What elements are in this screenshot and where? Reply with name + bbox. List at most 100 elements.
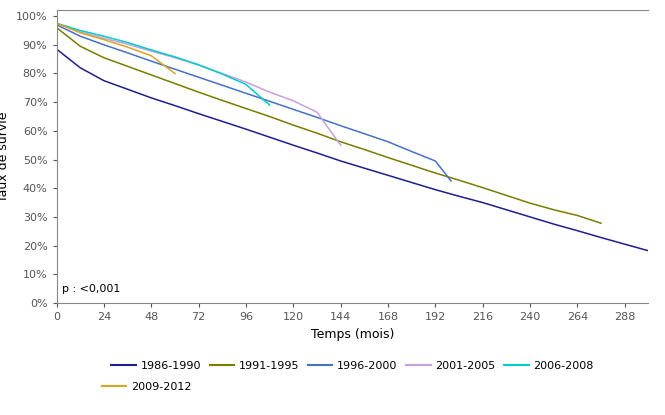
1991-1995 bbox=[242, 106, 250, 111]
2009-2012 bbox=[100, 37, 108, 42]
2006-2008 bbox=[53, 21, 61, 26]
Line: 2006-2008: 2006-2008 bbox=[57, 23, 269, 105]
2001-2005 bbox=[147, 49, 155, 54]
2001-2005 bbox=[242, 80, 250, 85]
1996-2000 bbox=[242, 91, 250, 96]
1986-1990 bbox=[313, 151, 321, 156]
1986-1990 bbox=[550, 222, 558, 227]
1986-1990 bbox=[408, 180, 416, 185]
1991-1995 bbox=[408, 163, 416, 168]
1991-1995 bbox=[336, 139, 344, 144]
2006-2008 bbox=[124, 40, 132, 45]
Line: 2009-2012: 2009-2012 bbox=[57, 23, 175, 73]
1991-1995 bbox=[100, 55, 108, 60]
2001-2005 bbox=[100, 36, 108, 41]
2009-2012 bbox=[124, 44, 132, 49]
1996-2000 bbox=[76, 34, 84, 39]
1991-1995 bbox=[124, 64, 132, 69]
Line: 1996-2000: 1996-2000 bbox=[57, 25, 451, 181]
1986-1990 bbox=[360, 166, 368, 171]
1991-1995 bbox=[432, 171, 440, 176]
1996-2000 bbox=[100, 42, 108, 47]
1996-2000 bbox=[147, 59, 155, 63]
1986-1990 bbox=[502, 207, 510, 212]
Line: 2001-2005: 2001-2005 bbox=[57, 23, 340, 145]
Text: p : <0,001: p : <0,001 bbox=[63, 284, 121, 294]
2001-2005 bbox=[195, 62, 203, 67]
1986-1990 bbox=[455, 194, 463, 199]
1991-1995 bbox=[526, 200, 534, 205]
1996-2000 bbox=[360, 131, 368, 136]
1996-2000 bbox=[289, 107, 297, 112]
1991-1995 bbox=[384, 155, 392, 160]
2001-2005 bbox=[218, 71, 226, 76]
1986-1990 bbox=[384, 173, 392, 178]
2001-2005 bbox=[265, 90, 273, 95]
2009-2012 bbox=[171, 71, 179, 76]
1991-1995 bbox=[313, 131, 321, 136]
1986-1990 bbox=[53, 46, 61, 51]
Line: 1991-1995: 1991-1995 bbox=[57, 27, 601, 223]
1996-2000 bbox=[195, 75, 203, 80]
1991-1995 bbox=[573, 213, 581, 218]
1991-1995 bbox=[597, 221, 605, 226]
1986-1990 bbox=[100, 78, 108, 83]
1996-2000 bbox=[265, 99, 273, 104]
Y-axis label: Taux de survie: Taux de survie bbox=[0, 111, 11, 202]
1991-1995 bbox=[195, 90, 203, 95]
1991-1995 bbox=[550, 207, 558, 212]
Line: 1986-1990: 1986-1990 bbox=[57, 49, 648, 251]
1986-1990 bbox=[644, 248, 652, 253]
2001-2005 bbox=[289, 98, 297, 103]
2001-2005 bbox=[76, 29, 84, 34]
1996-2000 bbox=[336, 123, 344, 128]
X-axis label: Temps (mois): Temps (mois) bbox=[311, 327, 394, 341]
1991-1995 bbox=[502, 193, 510, 198]
2001-2005 bbox=[336, 143, 344, 148]
1991-1995 bbox=[218, 98, 226, 103]
Legend: 2009-2012: 2009-2012 bbox=[98, 377, 196, 396]
1991-1995 bbox=[479, 185, 487, 190]
2006-2008 bbox=[171, 54, 179, 59]
1986-1990 bbox=[124, 87, 132, 92]
2006-2008 bbox=[218, 71, 226, 76]
2006-2008 bbox=[265, 103, 273, 107]
1991-1995 bbox=[265, 114, 273, 119]
2009-2012 bbox=[147, 53, 155, 58]
1986-1990 bbox=[195, 111, 203, 116]
1996-2000 bbox=[53, 22, 61, 27]
1996-2000 bbox=[408, 149, 416, 154]
2006-2008 bbox=[195, 62, 203, 67]
2009-2012 bbox=[53, 21, 61, 26]
2006-2008 bbox=[147, 47, 155, 52]
1986-1990 bbox=[526, 215, 534, 220]
2001-2005 bbox=[171, 55, 179, 60]
1986-1990 bbox=[620, 242, 628, 247]
1996-2000 bbox=[447, 178, 455, 183]
1996-2000 bbox=[432, 159, 440, 164]
2006-2008 bbox=[76, 28, 84, 33]
1986-1990 bbox=[479, 200, 487, 205]
1986-1990 bbox=[171, 103, 179, 108]
2001-2005 bbox=[53, 21, 61, 26]
1991-1995 bbox=[147, 73, 155, 78]
1986-1990 bbox=[573, 228, 581, 233]
1986-1990 bbox=[76, 65, 84, 70]
1986-1990 bbox=[147, 95, 155, 100]
1986-1990 bbox=[597, 235, 605, 240]
1986-1990 bbox=[242, 127, 250, 132]
1986-1990 bbox=[218, 119, 226, 124]
1991-1995 bbox=[455, 178, 463, 183]
1991-1995 bbox=[171, 81, 179, 86]
2001-2005 bbox=[313, 110, 321, 115]
1991-1995 bbox=[53, 25, 61, 30]
1996-2000 bbox=[384, 139, 392, 144]
2009-2012 bbox=[76, 30, 84, 35]
1986-1990 bbox=[265, 134, 273, 139]
1996-2000 bbox=[218, 83, 226, 88]
1991-1995 bbox=[360, 147, 368, 152]
1991-1995 bbox=[76, 44, 84, 49]
2006-2008 bbox=[100, 34, 108, 39]
1991-1995 bbox=[289, 122, 297, 127]
1986-1990 bbox=[336, 159, 344, 164]
